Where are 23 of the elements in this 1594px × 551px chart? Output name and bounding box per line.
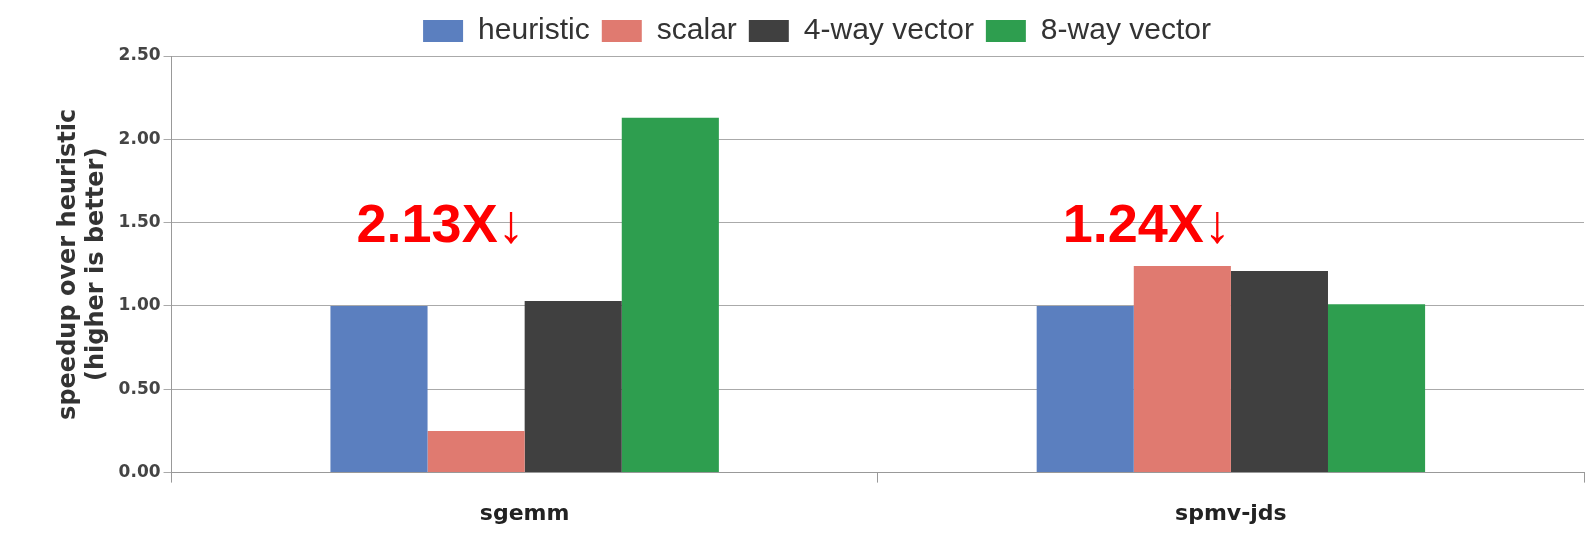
y-tick-label: 1.50: [118, 211, 161, 232]
y-tick-label: 2.00: [118, 127, 161, 148]
bar: [1230, 270, 1328, 473]
legend-label: heuristic: [478, 12, 590, 46]
bar: [1036, 305, 1134, 473]
legend-label: 4-way vector: [803, 12, 974, 46]
annotation: 2.13X↓: [356, 192, 525, 253]
bar: [1327, 304, 1426, 473]
legend-label: 8-way vector: [1040, 12, 1211, 46]
y-tick-label: 1.00: [118, 294, 161, 315]
y-axis-title: speedup over heuristic (higher is better): [52, 108, 110, 420]
y-tick-label: 0.00: [118, 461, 161, 482]
bar: [330, 305, 428, 473]
y-tick-label: 2.50: [118, 44, 161, 65]
x-tick-label: sgemm: [479, 499, 570, 525]
legend-label: scalar: [656, 12, 737, 46]
bar: [427, 430, 525, 473]
bar: [1133, 265, 1231, 473]
bar: [621, 117, 719, 473]
y-tick-label: 0.50: [118, 377, 161, 398]
x-tick-label: spmv-jds: [1175, 499, 1287, 525]
annotation: 1.24X↓: [1062, 192, 1231, 253]
bar: [524, 300, 622, 473]
